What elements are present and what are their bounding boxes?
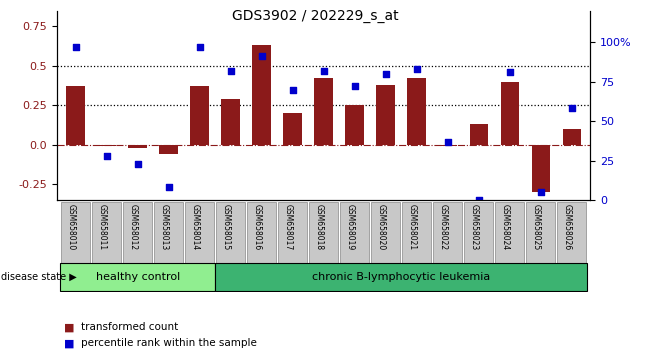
Text: ■: ■: [64, 322, 74, 332]
Point: [535, 189, 546, 195]
FancyBboxPatch shape: [92, 202, 121, 263]
FancyBboxPatch shape: [215, 263, 587, 291]
Text: GSM658010: GSM658010: [66, 204, 76, 251]
Text: GSM658015: GSM658015: [221, 204, 231, 251]
Point: [318, 68, 329, 73]
Text: healthy control: healthy control: [95, 272, 180, 282]
Text: GSM658018: GSM658018: [315, 204, 323, 250]
FancyBboxPatch shape: [123, 202, 152, 263]
Bar: [501, 82, 519, 145]
Text: GSM658011: GSM658011: [98, 204, 107, 250]
Bar: [66, 86, 85, 145]
Text: GSM658014: GSM658014: [191, 204, 200, 251]
Text: GSM658017: GSM658017: [284, 204, 293, 251]
Point: [380, 71, 391, 76]
FancyBboxPatch shape: [185, 202, 214, 263]
Text: percentile rank within the sample: percentile rank within the sample: [81, 338, 256, 348]
FancyBboxPatch shape: [216, 202, 246, 263]
Text: GDS3902 / 202229_s_at: GDS3902 / 202229_s_at: [232, 9, 399, 23]
Text: GSM658020: GSM658020: [377, 204, 386, 251]
FancyBboxPatch shape: [495, 202, 525, 263]
Bar: [252, 45, 271, 145]
Text: GSM658016: GSM658016: [253, 204, 262, 251]
Point: [505, 69, 515, 75]
FancyBboxPatch shape: [60, 263, 215, 291]
Text: transformed count: transformed count: [81, 322, 178, 332]
FancyBboxPatch shape: [558, 202, 586, 263]
Bar: [376, 85, 395, 145]
Point: [287, 87, 298, 92]
FancyBboxPatch shape: [464, 202, 493, 263]
Point: [132, 161, 143, 166]
Text: GSM658021: GSM658021: [408, 204, 417, 250]
Point: [411, 66, 422, 72]
Text: GSM658019: GSM658019: [346, 204, 355, 251]
Point: [350, 84, 360, 89]
Bar: [160, 145, 178, 154]
Point: [442, 139, 453, 144]
Text: GSM658024: GSM658024: [501, 204, 510, 251]
Bar: [283, 113, 302, 145]
FancyBboxPatch shape: [402, 202, 431, 263]
Point: [256, 53, 267, 59]
FancyBboxPatch shape: [247, 202, 276, 263]
Bar: [191, 86, 209, 145]
Bar: [439, 145, 457, 146]
Bar: [470, 124, 488, 145]
Point: [101, 153, 112, 159]
Point: [474, 197, 484, 203]
Bar: [97, 145, 116, 146]
FancyBboxPatch shape: [61, 202, 90, 263]
FancyBboxPatch shape: [526, 202, 556, 263]
Text: GSM658012: GSM658012: [129, 204, 138, 250]
Bar: [346, 105, 364, 145]
Point: [225, 68, 236, 73]
Text: GSM658022: GSM658022: [439, 204, 448, 250]
Text: ■: ■: [64, 338, 74, 348]
Point: [566, 105, 577, 111]
FancyBboxPatch shape: [371, 202, 401, 263]
Bar: [128, 145, 147, 148]
FancyBboxPatch shape: [278, 202, 307, 263]
Bar: [562, 129, 581, 145]
FancyBboxPatch shape: [309, 202, 338, 263]
Text: chronic B-lymphocytic leukemia: chronic B-lymphocytic leukemia: [312, 272, 491, 282]
Point: [195, 44, 205, 50]
Bar: [315, 79, 333, 145]
Text: GSM658026: GSM658026: [563, 204, 572, 251]
Text: GSM658025: GSM658025: [532, 204, 541, 251]
FancyBboxPatch shape: [340, 202, 369, 263]
Bar: [531, 145, 550, 192]
FancyBboxPatch shape: [154, 202, 183, 263]
Bar: [407, 79, 426, 145]
Text: disease state ▶: disease state ▶: [1, 272, 77, 282]
Point: [70, 44, 81, 50]
Bar: [221, 99, 240, 145]
Text: GSM658013: GSM658013: [160, 204, 168, 251]
FancyBboxPatch shape: [433, 202, 462, 263]
Point: [163, 184, 174, 190]
Text: GSM658023: GSM658023: [470, 204, 479, 251]
